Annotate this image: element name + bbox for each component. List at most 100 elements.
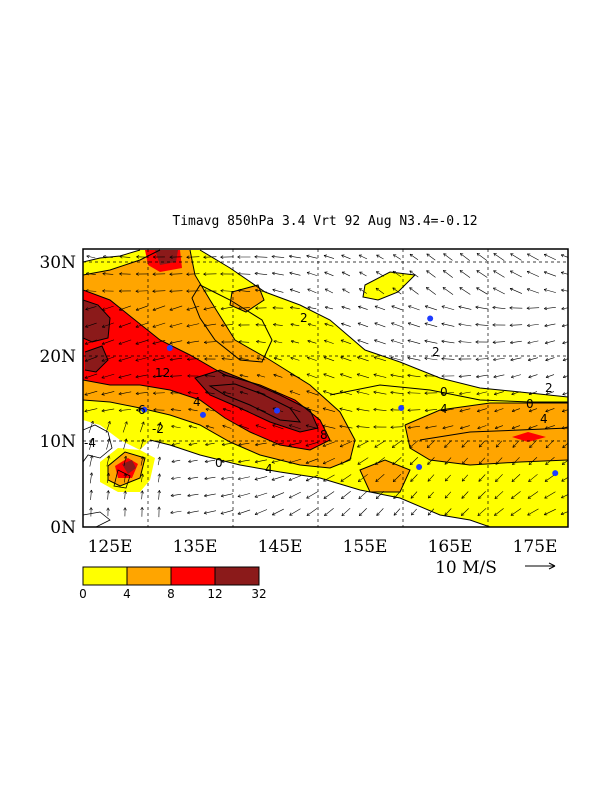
- wind-vector-shaft: [135, 374, 149, 378]
- wind-vector-shaft: [424, 357, 438, 361]
- wind-vector: [409, 287, 419, 295]
- wind-vector-shaft: [544, 254, 556, 260]
- wind-vector-head: [409, 444, 411, 448]
- contour-line: [83, 289, 331, 451]
- colorbar-swatch: [82, 566, 128, 586]
- wind-vector-head: [307, 306, 311, 310]
- wind-vector-shaft: [101, 339, 115, 345]
- wind-vector-head: [375, 271, 378, 275]
- wind-vector-head: [158, 506, 161, 510]
- wind-vector-head: [186, 326, 190, 328]
- wind-vector: [187, 357, 199, 361]
- wind-vector-head: [511, 377, 515, 379]
- wind-vector-head: [476, 409, 480, 412]
- wind-vector-head: [103, 256, 106, 259]
- wind-vector-head: [84, 341, 88, 345]
- shade-0-4-north: [363, 272, 415, 300]
- wind-vector-shaft: [561, 459, 568, 465]
- wind-vector-head: [475, 359, 479, 361]
- wind-vector-shaft: [272, 508, 284, 516]
- wind-vector-shaft: [479, 440, 485, 448]
- wind-vector-head: [255, 324, 259, 327]
- wind-vector: [187, 476, 199, 481]
- wind-vector: [358, 490, 368, 500]
- wind-vector-head: [91, 472, 94, 476]
- wind-vector-shaft: [169, 273, 183, 275]
- wind-vector-head: [323, 390, 326, 394]
- wind-vector-head: [306, 272, 310, 275]
- wind-vector-head: [187, 359, 191, 361]
- wind-vector-head: [124, 421, 128, 424]
- wind-vector: [458, 340, 472, 344]
- wind-vector: [458, 374, 472, 379]
- wind-vector-head: [237, 511, 241, 515]
- wind-vector-head: [153, 392, 157, 395]
- wind-vector: [324, 288, 334, 294]
- wind-vector-head: [141, 438, 144, 442]
- contour-line: [83, 299, 111, 343]
- wind-vector-shaft: [427, 508, 435, 516]
- wind-vector-shaft: [305, 425, 319, 429]
- shade-8-12-east: [512, 432, 546, 442]
- wind-vector-head: [221, 357, 225, 359]
- wind-vector: [254, 476, 268, 481]
- wind-vector-head: [101, 341, 105, 345]
- wind-vector-shaft: [124, 490, 126, 500]
- wind-vector-head: [171, 476, 174, 479]
- wind-vector: [561, 426, 568, 430]
- wind-vector-head: [458, 358, 462, 361]
- wind-vector-head: [494, 411, 498, 413]
- wind-vector: [442, 270, 453, 278]
- wind-vector-shaft: [239, 358, 249, 360]
- wind-vector: [271, 475, 285, 481]
- wind-vector: [307, 322, 317, 327]
- wind-vector: [157, 421, 162, 432]
- wind-vector: [544, 491, 556, 499]
- station-marker: [398, 404, 405, 411]
- wind-vector-head: [359, 514, 363, 517]
- wind-vector-shaft: [273, 357, 283, 361]
- wind-vector: [203, 289, 217, 293]
- wind-vector-shaft: [222, 408, 232, 412]
- vector-reference-label: 10 M/S: [435, 558, 497, 578]
- wind-vector: [492, 305, 506, 310]
- wind-vector-shaft: [306, 390, 318, 396]
- wind-vector-head: [237, 272, 241, 274]
- wind-vector-head: [136, 256, 140, 259]
- wind-vector-shaft: [528, 408, 538, 412]
- wind-vector-shaft: [322, 425, 336, 429]
- wind-vector-head: [358, 497, 362, 500]
- wind-vector: [152, 255, 165, 259]
- wind-vector-head: [407, 356, 411, 359]
- wind-vector-head: [123, 490, 126, 494]
- wind-vector-shaft: [341, 271, 351, 277]
- wind-vector-shaft: [356, 391, 370, 395]
- wind-vector-head: [458, 306, 462, 309]
- wind-vector: [203, 306, 217, 311]
- wind-vector-shaft: [170, 510, 182, 514]
- wind-vector-head: [441, 323, 445, 326]
- wind-vector-head: [254, 271, 258, 274]
- wind-vector: [84, 408, 98, 413]
- wind-vector: [140, 456, 145, 466]
- wind-vector: [157, 490, 161, 500]
- wind-vector-head: [459, 409, 463, 412]
- wind-vector-head: [528, 461, 531, 465]
- wind-vector-head: [220, 273, 224, 276]
- wind-vector: [561, 306, 568, 311]
- wind-vector-shaft: [254, 459, 268, 463]
- wind-vector-shaft: [289, 491, 301, 499]
- wind-vector: [237, 509, 251, 515]
- wind-vector-head: [288, 443, 292, 446]
- wind-vector-shaft: [511, 474, 521, 482]
- wind-vector-shaft: [341, 323, 351, 327]
- wind-vector: [106, 455, 111, 467]
- wind-vector-head: [90, 455, 93, 458]
- wind-vector-shaft: [187, 358, 199, 360]
- wind-vector-head: [562, 357, 566, 361]
- wind-vector-shaft: [170, 409, 182, 411]
- wind-vector: [157, 456, 162, 466]
- wind-vector: [220, 493, 234, 498]
- wind-vector-shaft: [561, 477, 568, 482]
- wind-vector: [392, 254, 401, 260]
